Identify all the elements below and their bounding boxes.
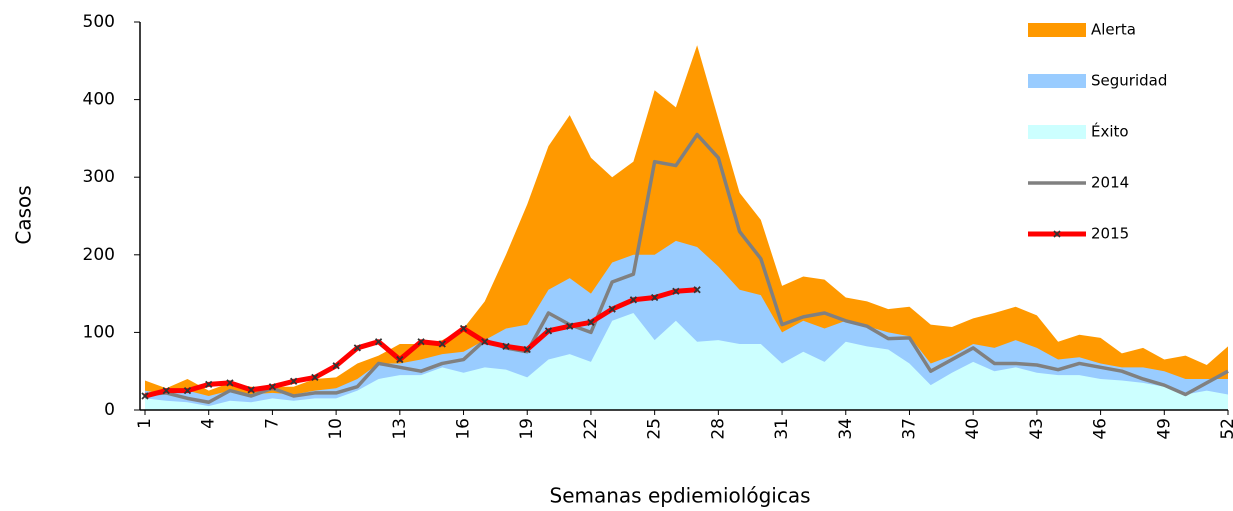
x-tick-label: 13 bbox=[390, 418, 410, 440]
marker bbox=[374, 338, 383, 346]
legend-swatch bbox=[1028, 74, 1086, 88]
marker bbox=[502, 342, 510, 351]
legend-swatch bbox=[1028, 125, 1086, 139]
marker bbox=[651, 293, 659, 302]
marker bbox=[226, 379, 234, 387]
x-tick-label: 1 bbox=[135, 418, 155, 429]
legend-label: Éxito bbox=[1091, 122, 1129, 141]
legend-marker bbox=[1053, 230, 1061, 238]
marker bbox=[162, 386, 170, 395]
legend-label: Alerta bbox=[1091, 21, 1136, 39]
x-tick-label: 46 bbox=[1091, 418, 1111, 440]
line bbox=[144, 132, 1229, 404]
marker bbox=[417, 338, 425, 346]
x-tick-label: 19 bbox=[517, 418, 537, 440]
x-tick-label: 40 bbox=[963, 418, 983, 440]
marker bbox=[247, 386, 255, 394]
marker bbox=[396, 355, 404, 364]
x-tick-label: 7 bbox=[262, 418, 282, 429]
x-tick-label: 28 bbox=[708, 418, 728, 440]
x-tick-label: 37 bbox=[899, 418, 919, 440]
y-tick-label: 300 bbox=[83, 167, 115, 187]
x-tick-label: 34 bbox=[836, 418, 856, 440]
x-tick-label: 43 bbox=[1027, 418, 1047, 440]
marker bbox=[353, 344, 361, 352]
marker bbox=[608, 305, 616, 313]
marker bbox=[693, 286, 701, 294]
marker bbox=[268, 383, 277, 391]
x-tick-label: 52 bbox=[1218, 418, 1233, 440]
marker bbox=[290, 377, 298, 385]
marker bbox=[459, 324, 468, 333]
marker bbox=[332, 362, 340, 370]
x-tick-label: 4 bbox=[199, 418, 219, 429]
y-tick-label: 100 bbox=[83, 322, 115, 342]
marker bbox=[587, 318, 595, 326]
marker bbox=[544, 327, 553, 335]
area bbox=[145, 45, 1228, 410]
marker bbox=[523, 345, 531, 354]
legend-swatch bbox=[1028, 23, 1086, 37]
x-tick-label: 16 bbox=[454, 418, 474, 440]
x-tick-label: 10 bbox=[326, 418, 346, 440]
y-axis-title: Casos bbox=[12, 185, 36, 244]
marker bbox=[629, 296, 638, 304]
marker bbox=[183, 386, 192, 395]
marker bbox=[481, 338, 489, 346]
x-tick-label: 31 bbox=[772, 418, 792, 440]
marker bbox=[566, 322, 574, 330]
area bbox=[145, 313, 1228, 410]
marker bbox=[672, 287, 680, 295]
x-tick-label: 49 bbox=[1154, 418, 1174, 440]
marker bbox=[141, 392, 149, 400]
x-tick-label: 22 bbox=[581, 418, 601, 440]
legend-label: Seguridad bbox=[1091, 72, 1167, 90]
y-tick-label: 500 bbox=[83, 12, 115, 32]
marker bbox=[311, 373, 319, 382]
area bbox=[145, 240, 1228, 410]
legend-label: 2014 bbox=[1091, 174, 1129, 192]
y-tick-label: 400 bbox=[83, 90, 115, 110]
y-tick-label: 0 bbox=[104, 400, 115, 420]
marker bbox=[438, 340, 446, 348]
x-tick-label: 25 bbox=[645, 418, 665, 440]
y-tick-label: 200 bbox=[83, 245, 115, 265]
legend-label: 2015 bbox=[1091, 225, 1129, 243]
marker bbox=[205, 380, 213, 389]
x-axis-title: Semanas epdiemiológicas bbox=[550, 484, 811, 508]
